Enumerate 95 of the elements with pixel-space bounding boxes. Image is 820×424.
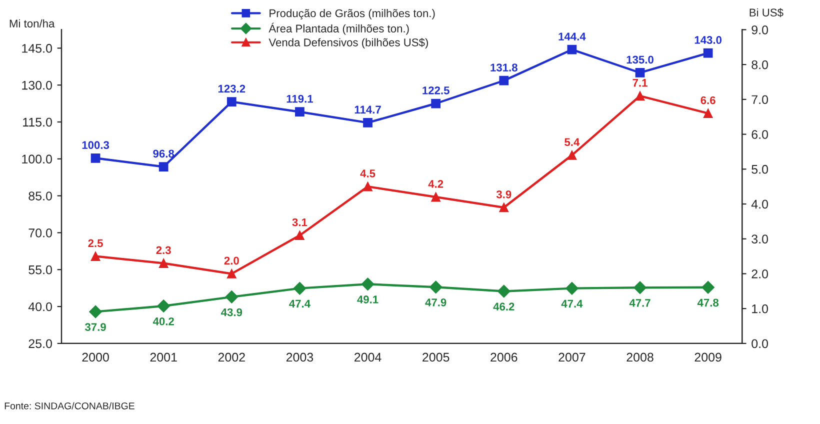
data-label: 47.7: [629, 299, 650, 307]
point: [703, 108, 713, 118]
y-tick-label: 115.0: [23, 118, 52, 127]
point: [157, 300, 170, 312]
legend-label: Produção de Grãos (milhões ton.): [270, 9, 435, 20]
y2-tick-label: 1.0: [752, 304, 768, 314]
y2-tick-label: 6.0: [752, 130, 768, 139]
data-label: 47.9: [425, 298, 446, 306]
point: [635, 91, 645, 101]
y2-tick-label: 2.0: [752, 270, 768, 278]
data-label: 7.1: [632, 79, 648, 87]
point: [567, 150, 577, 160]
x-tick-label: 2008: [626, 352, 654, 362]
y2-tick-label: 4.0: [751, 200, 768, 209]
y-tick-label: 100.0: [22, 154, 52, 164]
data-label: 131.8: [490, 64, 518, 72]
point: [295, 107, 304, 117]
x-tick-label: 2005: [422, 352, 450, 362]
data-label: 49.1: [357, 296, 378, 304]
data-label: 37.9: [84, 323, 106, 331]
data-label: 2.3: [156, 246, 171, 254]
x-tick-label: 2004: [354, 352, 382, 362]
x-tick-label: 2002: [218, 352, 245, 362]
y2-tick-label: 5.0: [752, 164, 768, 174]
point: [89, 305, 102, 318]
y2-tick-label: 7.0: [752, 95, 768, 104]
y-tick-label: 55.0: [28, 265, 52, 274]
point: [497, 284, 510, 298]
y2-tick-label: 3.0: [752, 234, 768, 244]
point: [703, 48, 713, 58]
data-label: 6.6: [700, 96, 716, 104]
point: [566, 282, 578, 295]
y2-tick-label: 8.0: [752, 60, 768, 70]
data-label: 144.4: [558, 32, 586, 40]
x-tick-label: 2001: [150, 352, 177, 362]
point: [293, 282, 306, 295]
data-label: 123.2: [218, 84, 246, 93]
point: [295, 230, 304, 240]
data-label: 3.9: [496, 190, 512, 198]
point: [225, 290, 238, 304]
point: [635, 68, 645, 78]
point: [431, 192, 441, 202]
point: [429, 280, 442, 294]
y-tick-label: 145.0: [22, 44, 52, 53]
x-tick-label: 2009: [694, 352, 722, 362]
data-label: 4.2: [428, 180, 444, 188]
point: [702, 280, 714, 294]
data-label: 43.9: [221, 308, 242, 316]
point: [226, 97, 236, 106]
point: [567, 44, 577, 54]
data-label: 5.4: [564, 138, 580, 146]
y-tick-label: 25.0: [28, 339, 52, 348]
point: [90, 252, 100, 261]
point: [431, 98, 441, 108]
data-label: 40.2: [152, 317, 174, 326]
x-tick-label: 2000: [82, 352, 109, 362]
data-label: 47.4: [289, 300, 310, 308]
y-tick-label: 40.0: [28, 302, 52, 312]
data-label: 114.7: [354, 106, 381, 114]
point: [158, 162, 168, 172]
x-tick-label: 2007: [558, 352, 586, 362]
data-label: 3.1: [292, 218, 308, 226]
x-tick-label: 2006: [490, 352, 518, 362]
data-label: 119.1: [286, 94, 313, 103]
data-label: 2.0: [224, 256, 239, 265]
point: [363, 118, 372, 128]
point: [634, 281, 646, 294]
point: [90, 153, 100, 163]
legend-label: Venda Defensivos (bilhões US$): [268, 38, 428, 49]
data-label: 47.8: [697, 298, 719, 307]
data-label: 47.4: [561, 300, 583, 308]
data-label: 4.5: [360, 170, 376, 178]
y-tick-label: 85.0: [28, 192, 52, 200]
x-tick-label: 2003: [286, 352, 314, 362]
source-note: Fonte: SINDAG/CONAB/IBGE: [4, 402, 134, 410]
data-label: 122.5: [422, 86, 450, 94]
point: [499, 76, 509, 86]
point: [499, 202, 509, 212]
y2-tick-label: 9.0: [752, 25, 768, 34]
legend-label: Área Plantada (milhões ton.): [268, 22, 409, 35]
data-label: 2.5: [88, 239, 103, 248]
data-label: 96.8: [153, 150, 174, 158]
point: [226, 269, 236, 278]
data-label: 135.0: [626, 56, 654, 64]
point: [158, 258, 168, 268]
point: [361, 278, 374, 291]
y-tick-label: 70.0: [28, 228, 52, 238]
point: [363, 182, 372, 192]
data-label: 143.0: [694, 36, 722, 44]
y-axis-title: Mi ton/ha: [10, 19, 55, 28]
y2-tick-label: 0.0: [752, 339, 768, 348]
y-tick-label: 130.0: [22, 80, 52, 90]
y2-axis-title: Bi US$: [750, 8, 784, 18]
data-label: 100.3: [82, 141, 110, 150]
data-label: 46.2: [493, 302, 514, 311]
